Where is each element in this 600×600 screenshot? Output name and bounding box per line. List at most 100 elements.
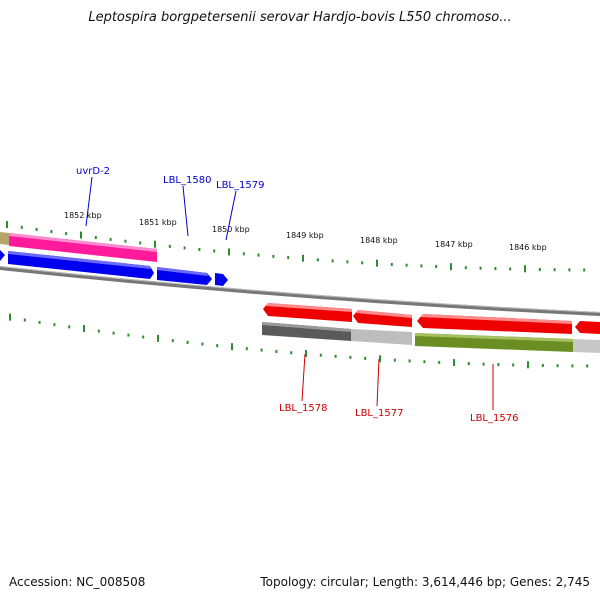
minor-tick — [334, 354, 337, 358]
forward-cds-lbl1580a — [8, 251, 154, 279]
minor-tick — [201, 342, 204, 346]
minor-tick — [65, 232, 68, 236]
minor-tick — [405, 263, 408, 267]
minor-tick — [127, 333, 130, 337]
minor-tick — [287, 256, 290, 260]
major-tick — [527, 361, 529, 369]
minor-tick — [538, 268, 541, 272]
minor-tick — [423, 360, 426, 364]
minor-tick — [53, 323, 56, 327]
accession-text: Accession: NC_008508 — [9, 575, 146, 589]
major-tick — [9, 313, 11, 321]
lower-feature-lane — [262, 322, 600, 353]
upper-feature-lane — [0, 232, 157, 262]
minor-tick — [435, 265, 438, 269]
minor-tick — [568, 268, 571, 272]
minor-tick — [168, 244, 171, 248]
major-tick — [302, 254, 304, 262]
minor-tick — [541, 364, 544, 368]
minor-tick — [420, 264, 423, 268]
minor-tick — [97, 329, 100, 333]
minor-tick — [346, 260, 349, 264]
light-grey-feature-a — [351, 329, 412, 345]
minor-tick — [257, 253, 260, 257]
minor-tick — [494, 267, 497, 271]
minor-tick — [509, 267, 512, 271]
gene-label-lbl1577: LBL_1577 — [355, 408, 403, 419]
minor-tick — [479, 266, 482, 270]
tan-feature — [0, 232, 9, 245]
minor-tick — [245, 347, 248, 351]
forward-cds-lbl1579 — [215, 273, 228, 286]
upper-tick-track — [6, 221, 586, 273]
tick-label-1852: 1852 kbp — [64, 211, 102, 220]
minor-tick — [272, 254, 275, 258]
minor-tick — [316, 258, 319, 262]
minor-tick — [35, 227, 38, 231]
minor-tick — [68, 325, 71, 329]
minor-tick — [20, 225, 23, 229]
minor-tick — [275, 349, 278, 353]
minor-tick — [260, 348, 263, 352]
tick-label-1849: 1849 kbp — [286, 231, 324, 240]
minor-tick — [213, 249, 216, 253]
minor-tick — [393, 358, 396, 362]
genome-summary-text: Topology: circular; Length: 3,614,446 bp… — [260, 575, 590, 589]
minor-tick — [331, 259, 334, 263]
forward-cds-uvrD-2 — [0, 250, 5, 261]
major-tick — [379, 355, 381, 363]
minor-tick — [124, 239, 127, 243]
forward-gene-labels: uvrD-2 LBL_1580 LBL_1579 — [76, 166, 264, 241]
major-tick — [450, 263, 452, 271]
major-tick — [83, 325, 85, 333]
minor-tick — [467, 362, 470, 366]
minor-tick — [171, 339, 174, 343]
minor-tick — [556, 364, 559, 368]
lower-tick-track — [9, 313, 589, 369]
gene-label-uvrD-2: uvrD-2 — [76, 166, 110, 177]
minor-tick — [586, 364, 589, 368]
tick-label-1848: 1848 kbp — [360, 236, 398, 245]
gene-label-lbl1580: LBL_1580 — [163, 175, 211, 186]
tick-label-1851: 1851 kbp — [139, 218, 177, 227]
minor-tick — [216, 344, 219, 348]
minor-tick — [482, 362, 485, 366]
magenta-feature — [9, 233, 157, 262]
minor-tick — [109, 237, 112, 241]
minor-tick — [186, 340, 189, 344]
minor-tick — [319, 353, 322, 357]
gene-label-lbl1579: LBL_1579 — [216, 180, 264, 191]
minor-tick — [38, 320, 41, 324]
minor-tick — [112, 331, 115, 335]
reverse-cds-lane[interactable] — [263, 303, 600, 334]
minor-tick — [571, 364, 574, 368]
minor-tick — [553, 268, 556, 272]
minor-tick — [390, 262, 393, 266]
tick-label-1847: 1847 kbp — [435, 240, 473, 249]
reverse-cds-lbl1576 — [417, 314, 572, 334]
map-title: Leptospira borgpetersenii serovar Hardjo… — [88, 10, 512, 25]
light-grey-feature-b — [573, 339, 600, 353]
tick-label-1846: 1846 kbp — [509, 243, 547, 252]
minor-tick — [349, 355, 352, 359]
minor-tick — [512, 363, 515, 367]
reverse-cds-next — [575, 321, 600, 334]
minor-tick — [408, 359, 411, 363]
minor-tick — [198, 247, 201, 251]
genome-backbone — [0, 266, 600, 316]
minor-tick — [464, 266, 467, 270]
minor-tick — [142, 335, 145, 339]
minor-tick — [583, 268, 586, 272]
reverse-gene-labels: LBL_1578 LBL_1577 LBL_1576 — [279, 353, 518, 424]
gene-label-lbl1578: LBL_1578 — [279, 403, 327, 414]
minor-tick — [361, 261, 364, 265]
major-tick — [228, 248, 230, 256]
forward-cds-lane[interactable] — [0, 250, 228, 286]
minor-tick — [438, 360, 441, 364]
major-tick — [80, 231, 82, 239]
minor-tick — [497, 363, 500, 367]
minor-tick — [183, 246, 186, 250]
minor-tick — [23, 318, 26, 322]
major-tick — [154, 240, 156, 248]
